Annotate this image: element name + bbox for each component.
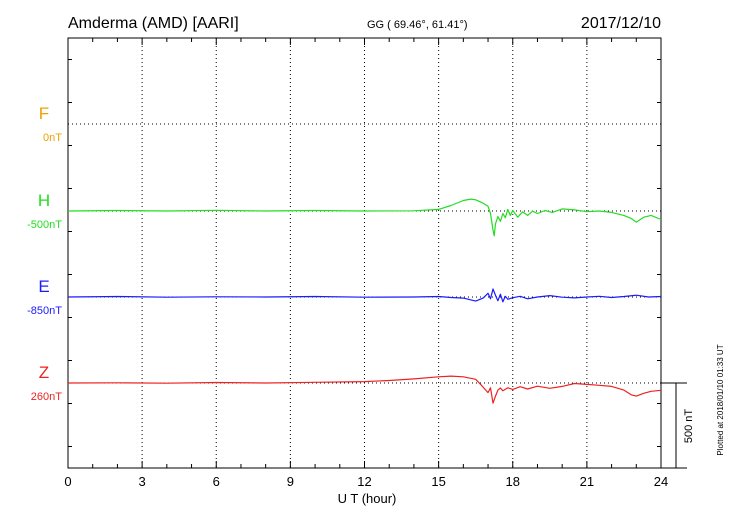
x-tick-label: 12 [357, 474, 371, 489]
channel-baseline-e: -850nT [27, 305, 62, 317]
channel-baseline-h: -500nT [27, 219, 62, 231]
channel-baseline-f: 0nT [43, 132, 62, 144]
x-axis-label: U T (hour) [338, 491, 397, 506]
x-tick-label: 15 [431, 474, 445, 489]
plotted-at-note: Plotted at 2018/01/10 01:33 UT [716, 344, 725, 455]
x-tick-label: 9 [287, 474, 294, 489]
x-tick-label: 18 [506, 474, 520, 489]
channel-baseline-z: 260nT [31, 391, 62, 403]
date-label: 2017/12/10 [581, 15, 661, 32]
scale-bar-label: 500 nT [683, 409, 695, 444]
series-line-z [67, 375, 662, 404]
x-tick-label: 24 [654, 474, 668, 489]
x-tick-label: 3 [139, 474, 146, 489]
x-tick-label: 21 [580, 474, 594, 489]
channel-name-z: Z [39, 363, 49, 382]
series-group [67, 198, 662, 404]
channel-labels: F 0nT H -500nT E -850nT Z 260nT [27, 104, 62, 403]
channel-name-h: H [38, 191, 50, 210]
channel-name-e: E [38, 277, 49, 296]
coordinates-label: GG ( 69.46°, 61.41°) [367, 19, 468, 31]
channel-name-f: F [39, 104, 49, 123]
grid [68, 38, 661, 468]
axis-ticks [67, 38, 662, 468]
series-line-e [67, 288, 662, 303]
x-tick-label: 0 [64, 474, 71, 489]
station-title: Amderma (AMD) [AARI] [68, 15, 239, 32]
series-line-h [67, 198, 662, 237]
x-tick-labels: 0 3 6 9 12 15 18 21 24 [64, 474, 668, 489]
scale-bar: 500 nT [661, 382, 695, 469]
x-tick-label: 6 [213, 474, 220, 489]
